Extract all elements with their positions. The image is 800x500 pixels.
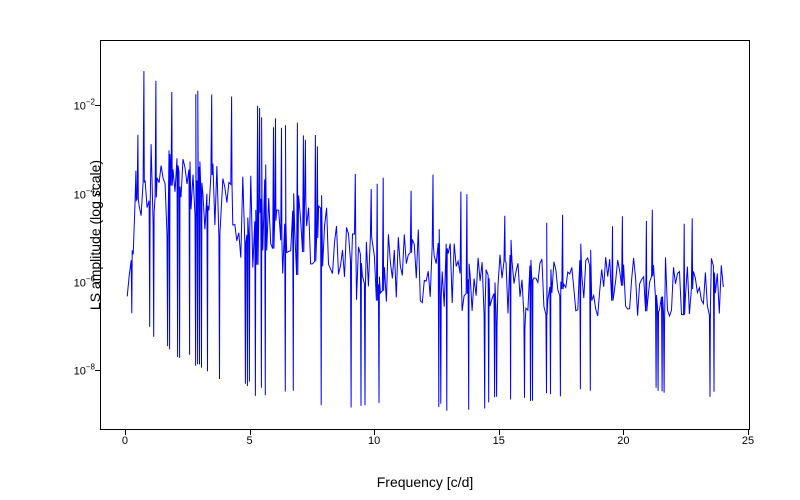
x-tick-label: 20 [617, 435, 629, 447]
x-tick-label: 10 [368, 435, 380, 447]
spectrum-line [101, 41, 749, 429]
spectrum-path [127, 71, 723, 411]
x-tick-label: 5 [246, 435, 252, 447]
x-tick-label: 25 [742, 435, 754, 447]
x-tick-label: 0 [122, 435, 128, 447]
figure-container: LS amplitude (log scale) Frequency [c/d]… [0, 0, 800, 500]
y-tick-label: 10−2 [74, 98, 95, 113]
y-tick-label: 10−8 [74, 363, 95, 378]
y-tick-label: 10−6 [74, 275, 95, 290]
y-tick-label: 10−4 [74, 186, 95, 201]
x-tick-label: 15 [493, 435, 505, 447]
plot-area [100, 40, 750, 430]
x-axis-label: Frequency [c/d] [377, 474, 474, 490]
